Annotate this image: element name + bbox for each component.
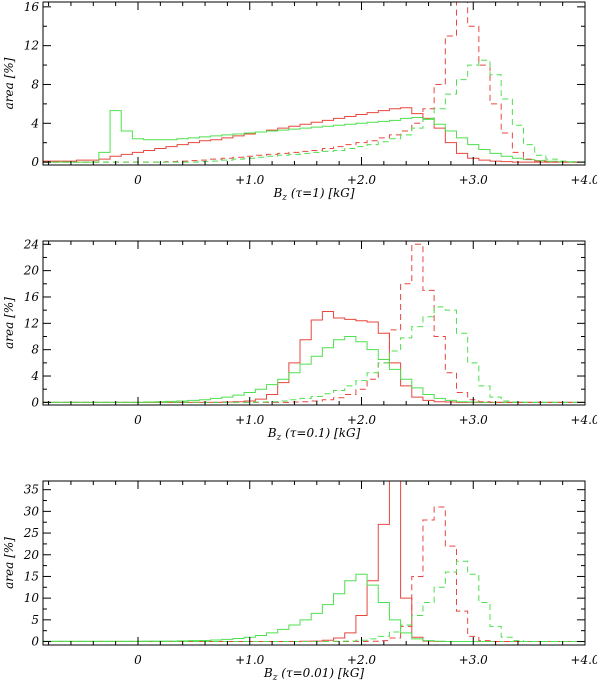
y-tick-label: 24 (23, 237, 39, 251)
y-tick-label: 8 (31, 77, 39, 91)
series-group (43, 480, 585, 643)
chart-panel-2: 0 +1.0 +2.0 +3.0 +4.0 0 4 8 12 16 20 24 area [%] Bz (… (2, 237, 597, 443)
x-tick-label: +2.0 (347, 413, 377, 427)
y-tick-label: 20 (23, 548, 40, 562)
y-axis-title: area [%] (2, 297, 16, 349)
x-axis-title-rest: (τ=1) [kG] (287, 186, 355, 200)
x-tick-label: +3.0 (459, 173, 489, 187)
y-tick-label: 8 (31, 343, 39, 357)
chart-panel-1: 0 +1.0 +2.0 +3.0 +4.0 0 4 8 12 16 area [%] Bz (τ=1)… (2, 0, 597, 203)
x-axis-title: Bz (τ=1) [kG] (272, 186, 354, 203)
plot-frame (42, 1, 586, 166)
series-line-green-dashed (43, 59, 585, 163)
y-tick-label: 0 (31, 635, 39, 649)
y-tick-label: 4 (30, 116, 39, 130)
x-axis-title-rest: (τ=0.01) [kG] (277, 666, 364, 680)
x-tick-label: +3.0 (459, 653, 489, 667)
x-axis-title-main: B (263, 666, 273, 680)
y-tick-label: 16 (24, 290, 40, 304)
series-line-red-dashed (43, 506, 585, 643)
x-axis-title: Bz (τ=0.1) [kG] (267, 426, 361, 443)
y-tick-label: 35 (24, 483, 39, 497)
x-axis-title-main: B (272, 186, 282, 200)
series-line-green-dashed (43, 306, 585, 403)
x-tick-label: +1.0 (235, 413, 265, 427)
y-axis-title: area [%] (2, 57, 16, 109)
x-tick-label: +3.0 (459, 413, 489, 427)
x-axis-title-subscript: z (276, 433, 282, 443)
y-tick-label: 12 (24, 316, 39, 330)
x-tick-label: 0 (134, 173, 142, 187)
x-tick-label: +4.0 (570, 413, 597, 427)
x-tick-label: 0 (134, 413, 142, 427)
plot-frame (42, 240, 586, 406)
series-line-green-solid (43, 336, 585, 403)
series-line-red-solid (43, 107, 585, 163)
series-line-red-dashed (43, 1, 585, 163)
y-tick-label: 20 (23, 264, 40, 278)
y-tick-label: 4 (30, 369, 39, 383)
y-axis-title: area [%] (2, 537, 16, 589)
series-line-green-solid (43, 573, 585, 643)
chart-panel-3: 0 +1.0 +2.0 +3.0 +4.0 0 5 10 15 20 25 30 35 area [%] B… (2, 480, 597, 683)
series-line-green-solid (43, 110, 585, 163)
y-tick-label: 10 (24, 591, 40, 605)
series-line-red-dashed (43, 243, 585, 403)
y-tick-label: 5 (31, 613, 39, 627)
y-tick-label: 25 (23, 526, 39, 540)
series-group (43, 243, 585, 403)
series-line-green-dashed (43, 560, 585, 643)
x-axis-title-rest: (τ=0.1) [kG] (281, 426, 360, 440)
x-tick-label: +1.0 (235, 653, 265, 667)
y-tick-label: 12 (24, 39, 39, 53)
x-tick-label: +1.0 (235, 173, 265, 187)
x-axis-title-subscript: z (272, 673, 278, 683)
y-tick-label: 0 (31, 155, 39, 169)
x-axis-title-subscript: z (281, 193, 287, 203)
x-axis-title: Bz (τ=0.01) [kG] (263, 666, 365, 683)
x-tick-label: +2.0 (347, 653, 377, 667)
x-tick-label: +4.0 (570, 173, 597, 187)
y-tick-label: 16 (24, 0, 40, 14)
series-line-red-solid (43, 310, 585, 403)
x-tick-label: +2.0 (347, 173, 377, 187)
x-axis-title-main: B (267, 426, 277, 440)
y-tick-label: 15 (24, 569, 39, 583)
series-line-red-solid (43, 480, 585, 643)
y-tick-label: 0 (31, 395, 39, 409)
series-group (43, 1, 585, 163)
y-tick-label: 30 (24, 504, 40, 518)
plot-frame (42, 480, 586, 646)
x-tick-label: 0 (134, 653, 142, 667)
x-tick-label: +4.0 (570, 653, 597, 667)
